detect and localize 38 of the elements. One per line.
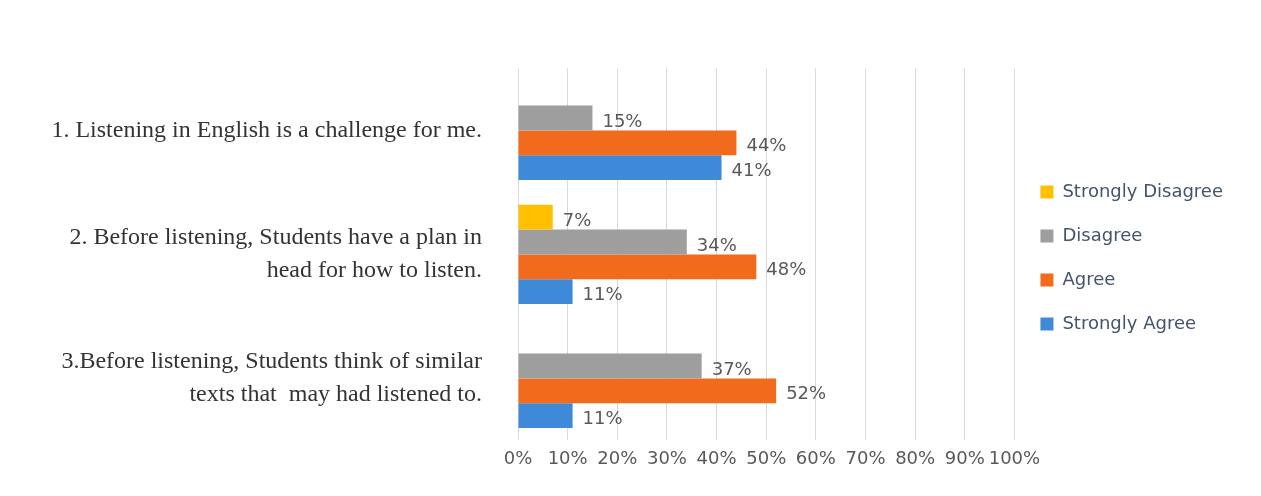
data-label: 11%: [582, 283, 623, 305]
legend-label: Disagree: [1062, 223, 1143, 245]
bar: [518, 403, 573, 428]
bar: [518, 130, 737, 156]
data-label: 15%: [602, 109, 643, 131]
y-tick-label: 2. Before listening, Students have a plan in head for how to listen.: [69, 223, 482, 282]
y-tick-label: 3.Before listening, Students think of similar texts that may had listened to.: [61, 347, 482, 406]
data-label: 11%: [582, 407, 623, 429]
x-tick-label: 10%: [547, 446, 588, 468]
x-tick-label: 90%: [944, 446, 985, 468]
x-tick-label: 0%: [503, 446, 533, 468]
bar: [518, 378, 777, 404]
legend-label: Agree: [1062, 267, 1116, 289]
data-label: 52%: [786, 382, 827, 404]
x-tick-label: 60%: [795, 446, 836, 468]
data-label: 37%: [711, 357, 752, 379]
x-tick-label: 30%: [646, 446, 687, 468]
y-tick-label: 1. Listening in English is a challenge for me.: [51, 115, 482, 142]
x-tick-label: 70%: [845, 446, 886, 468]
legend-label: Strongly Disagree: [1062, 179, 1223, 201]
bar: [518, 204, 553, 230]
legend-label: Strongly Agree: [1062, 311, 1197, 333]
x-tick-label: 80%: [895, 446, 936, 468]
bar: [518, 105, 593, 131]
bar: [518, 353, 702, 379]
data-label: 48%: [766, 258, 807, 280]
bar: [518, 229, 687, 255]
bar: [518, 155, 722, 180]
data-label: 7%: [562, 208, 592, 230]
data-label: 44%: [746, 134, 787, 156]
data-label: 34%: [696, 233, 737, 255]
bar: [518, 279, 573, 304]
bar: [518, 254, 757, 280]
x-tick-label: 20%: [597, 446, 638, 468]
x-tick-label: 50%: [746, 446, 787, 468]
data-label: 41%: [731, 159, 772, 181]
x-tick-label: 40%: [696, 446, 737, 468]
x-tick-label: 100%: [988, 446, 1041, 468]
